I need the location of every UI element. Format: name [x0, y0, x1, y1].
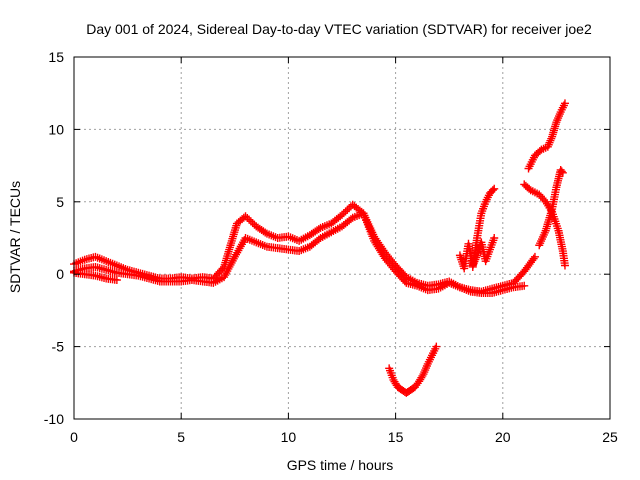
series-spike-b — [455, 234, 499, 273]
x-tick-label: 10 — [281, 429, 297, 445]
y-axis-label: SDTVAR / TECUs — [7, 181, 23, 293]
series-rise-c — [535, 165, 567, 250]
data-point — [490, 234, 499, 242]
data-point — [432, 342, 441, 351]
data-point — [530, 252, 539, 261]
series-track-c — [70, 268, 121, 284]
x-axis-label: GPS time / hours — [287, 457, 394, 473]
data-point — [241, 212, 250, 221]
data-point — [490, 184, 499, 193]
x-tick-label: 5 — [177, 429, 185, 445]
series-dip-arc — [385, 342, 441, 397]
data-point — [488, 186, 497, 195]
y-tick-label: 10 — [48, 121, 64, 137]
data-points — [70, 99, 569, 397]
data-point — [248, 219, 257, 228]
data-point — [112, 275, 121, 284]
y-tick-label: 5 — [56, 194, 64, 210]
data-point — [338, 210, 346, 219]
y-tick-label: -5 — [52, 339, 65, 355]
series-track-b — [70, 209, 529, 298]
data-point — [529, 254, 538, 263]
y-tick-label: 0 — [56, 266, 64, 282]
x-tick-label: 25 — [602, 429, 618, 445]
data-point — [339, 209, 348, 218]
data-point — [418, 371, 427, 380]
plot-frame — [73, 56, 611, 420]
data-point — [341, 207, 350, 216]
data-point — [558, 168, 567, 177]
data-point — [343, 205, 352, 214]
data-point — [560, 261, 569, 270]
data-point — [557, 167, 566, 176]
series-rise-a — [524, 99, 569, 173]
data-point — [520, 281, 529, 290]
data-point — [345, 204, 354, 213]
data-point — [245, 215, 254, 224]
x-tick-label: 20 — [495, 429, 511, 445]
x-tick-label: 15 — [388, 429, 404, 445]
series-rise-b — [520, 180, 569, 270]
grid-lines — [74, 57, 610, 419]
y-tick-label: 15 — [48, 49, 64, 65]
axis-ticks: 0 5 10 15 20 25 -10 -5 0 5 10 15 — [44, 49, 618, 445]
data-point — [560, 99, 569, 108]
y-tick-label: -10 — [44, 411, 64, 427]
x-tick-label: 0 — [70, 429, 78, 445]
chart-title: Day 001 of 2024, Sidereal Day-to-day VTE… — [86, 21, 592, 37]
data-point — [243, 213, 252, 222]
data-point — [246, 217, 255, 226]
